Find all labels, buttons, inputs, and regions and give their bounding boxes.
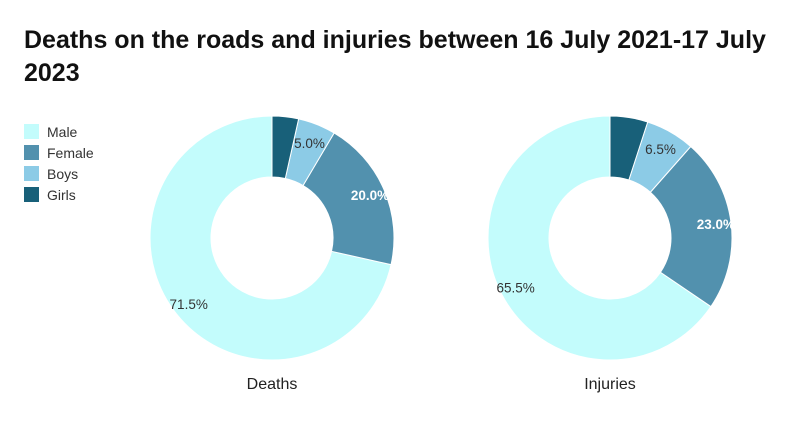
slice-label-boys: 5.0%	[294, 136, 325, 151]
slice-male	[149, 115, 392, 361]
slice-label-boys: 6.5%	[645, 142, 676, 157]
legend-item-male: Male	[24, 121, 94, 142]
donut-chart-injuries: 65.5% 23.0% 6.5% Injuries	[487, 115, 735, 393]
slice-girls	[271, 115, 300, 180]
slice-female	[649, 145, 733, 308]
legend-label-male: Male	[47, 123, 78, 140]
legend-swatch-boys	[24, 166, 39, 181]
legend-swatch-male	[24, 124, 39, 139]
slice-label-female: 23.0%	[697, 217, 735, 232]
slice-male	[487, 115, 712, 361]
slice-label-male: 65.5%	[497, 280, 535, 295]
chart-title: Deaths on the roads and injuries between…	[24, 26, 766, 87]
legend: Male Female Boys Girls	[24, 121, 94, 205]
legend-label-girls: Girls	[47, 186, 76, 203]
slice-label-female: 20.0%	[351, 188, 389, 203]
legend-item-female: Female	[24, 142, 94, 163]
chart-caption-injuries: Injuries	[584, 376, 636, 393]
legend-swatch-female	[24, 145, 39, 160]
slice-label-male: 71.5%	[170, 297, 208, 312]
legend-item-boys: Boys	[24, 163, 94, 184]
chart-caption-deaths: Deaths	[247, 376, 298, 393]
legend-label-female: Female	[47, 144, 94, 161]
slice-female	[302, 132, 395, 266]
donut-chart-deaths: 71.5% 20.0% 5.0% Deaths	[149, 115, 395, 393]
legend-label-boys: Boys	[47, 165, 79, 182]
legend-item-girls: Girls	[24, 184, 94, 205]
slice-girls	[609, 115, 649, 181]
legend-swatch-girls	[24, 187, 39, 202]
